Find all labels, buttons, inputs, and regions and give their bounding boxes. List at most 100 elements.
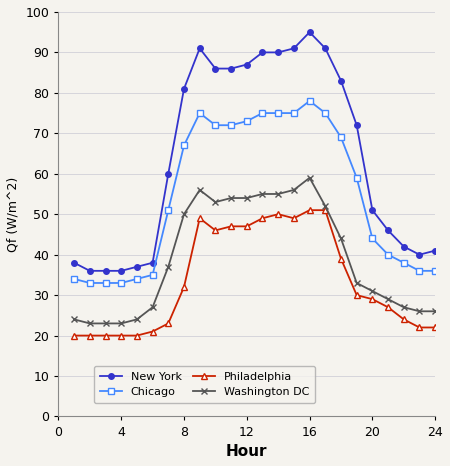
Chicago xyxy=(118,280,124,286)
Philadelphia xyxy=(370,296,375,302)
Line: New York: New York xyxy=(71,29,438,274)
New York xyxy=(134,264,140,270)
Philadelphia xyxy=(229,224,234,229)
New York xyxy=(244,62,249,67)
Philadelphia xyxy=(338,256,344,261)
Washington DC xyxy=(401,304,406,310)
Line: Philadelphia: Philadelphia xyxy=(71,207,438,338)
New York xyxy=(354,123,360,128)
Chicago xyxy=(181,143,187,148)
Chicago xyxy=(244,118,249,124)
Philadelphia xyxy=(87,333,93,338)
Chicago xyxy=(323,110,328,116)
Philadelphia xyxy=(197,215,202,221)
Chicago xyxy=(166,207,171,213)
Washington DC xyxy=(197,187,202,193)
Chicago xyxy=(307,98,312,104)
Chicago xyxy=(370,236,375,241)
Philadelphia xyxy=(307,207,312,213)
Line: Chicago: Chicago xyxy=(71,98,438,286)
Washington DC xyxy=(291,187,297,193)
New York xyxy=(338,78,344,83)
Washington DC xyxy=(72,316,77,322)
Washington DC xyxy=(150,304,155,310)
Chicago xyxy=(401,260,406,266)
Washington DC xyxy=(118,321,124,326)
Philadelphia xyxy=(150,329,155,334)
New York xyxy=(417,252,422,257)
Philadelphia xyxy=(291,215,297,221)
Philadelphia xyxy=(244,224,249,229)
Philadelphia xyxy=(118,333,124,338)
New York xyxy=(291,46,297,51)
New York xyxy=(229,66,234,71)
Philadelphia xyxy=(354,292,360,298)
New York xyxy=(181,86,187,92)
Washington DC xyxy=(432,308,438,314)
Washington DC xyxy=(417,308,422,314)
Washington DC xyxy=(134,316,140,322)
Chicago xyxy=(103,280,108,286)
Philadelphia xyxy=(417,325,422,330)
Philadelphia xyxy=(103,333,108,338)
New York xyxy=(370,207,375,213)
Philadelphia xyxy=(401,316,406,322)
Line: Washington DC: Washington DC xyxy=(71,174,439,327)
Philadelphia xyxy=(181,284,187,290)
Washington DC xyxy=(385,296,391,302)
Chicago xyxy=(432,268,438,274)
Y-axis label: Qf (W/m^2): Qf (W/m^2) xyxy=(7,177,20,252)
Philadelphia xyxy=(323,207,328,213)
Washington DC xyxy=(323,203,328,209)
Chicago xyxy=(338,135,344,140)
Chicago xyxy=(197,110,202,116)
Legend: New York, Chicago, Philadelphia, Washington DC: New York, Chicago, Philadelphia, Washing… xyxy=(94,366,315,403)
Washington DC xyxy=(244,195,249,201)
Chicago xyxy=(260,110,265,116)
Philadelphia xyxy=(134,333,140,338)
Washington DC xyxy=(260,191,265,197)
Chicago xyxy=(229,123,234,128)
New York xyxy=(197,46,202,51)
Philadelphia xyxy=(275,212,281,217)
Philadelphia xyxy=(385,304,391,310)
New York xyxy=(118,268,124,274)
New York xyxy=(103,268,108,274)
New York xyxy=(432,248,438,254)
Chicago xyxy=(354,175,360,181)
New York xyxy=(385,227,391,233)
Washington DC xyxy=(213,199,218,205)
Chicago xyxy=(87,280,93,286)
New York xyxy=(166,171,171,177)
Washington DC xyxy=(354,280,360,286)
Chicago xyxy=(275,110,281,116)
Washington DC xyxy=(166,264,171,270)
New York xyxy=(150,260,155,266)
Philadelphia xyxy=(432,325,438,330)
Philadelphia xyxy=(213,227,218,233)
New York xyxy=(87,268,93,274)
Washington DC xyxy=(275,191,281,197)
Washington DC xyxy=(338,236,344,241)
Philadelphia xyxy=(260,215,265,221)
Washington DC xyxy=(103,321,108,326)
Washington DC xyxy=(307,175,312,181)
Washington DC xyxy=(370,288,375,294)
X-axis label: Hour: Hour xyxy=(226,444,268,459)
New York xyxy=(72,260,77,266)
Chicago xyxy=(150,272,155,278)
New York xyxy=(213,66,218,71)
Chicago xyxy=(385,252,391,257)
New York xyxy=(275,49,281,55)
Chicago xyxy=(291,110,297,116)
Philadelphia xyxy=(72,333,77,338)
New York xyxy=(307,29,312,35)
New York xyxy=(260,49,265,55)
Chicago xyxy=(134,276,140,282)
Philadelphia xyxy=(166,321,171,326)
Chicago xyxy=(213,123,218,128)
Washington DC xyxy=(87,321,93,326)
New York xyxy=(401,244,406,249)
Washington DC xyxy=(181,212,187,217)
Chicago xyxy=(72,276,77,282)
